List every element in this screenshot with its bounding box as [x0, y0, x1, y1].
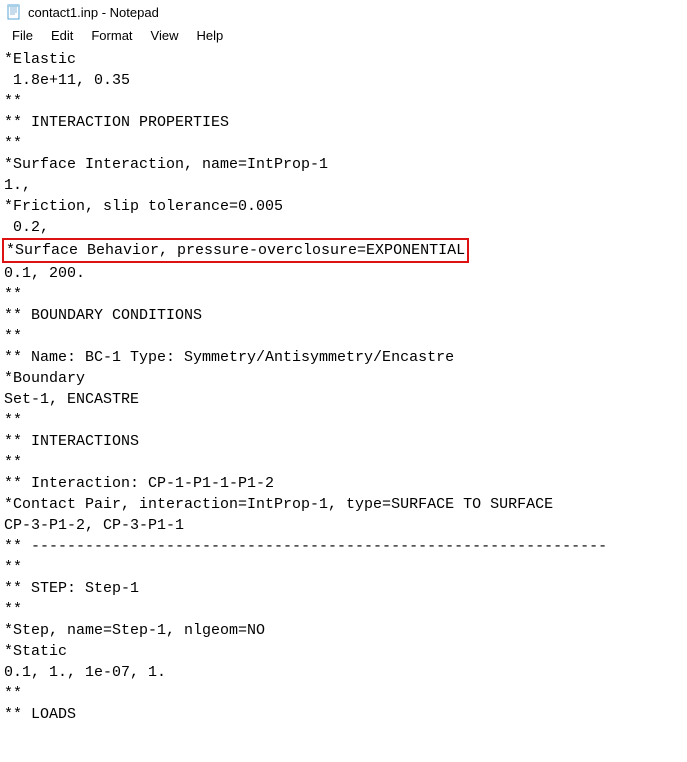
window-title: contact1.inp - Notepad: [28, 5, 159, 20]
text-editor[interactable]: *Elastic 1.8e+11, 0.35**** INTERACTION P…: [0, 47, 687, 727]
editor-line: ** LOADS: [4, 704, 683, 725]
editor-line: **: [4, 599, 683, 620]
editor-line: ** Interaction: CP-1-P1-1-P1-2: [4, 473, 683, 494]
editor-line: 1.8e+11, 0.35: [4, 70, 683, 91]
editor-line: **: [4, 557, 683, 578]
editor-line: ** STEP: Step-1: [4, 578, 683, 599]
editor-line: *Contact Pair, interaction=IntProp-1, ty…: [4, 494, 683, 515]
editor-line: ** INTERACTION PROPERTIES: [4, 112, 683, 133]
editor-line: *Surface Interaction, name=IntProp-1: [4, 154, 683, 175]
editor-line: *Static: [4, 641, 683, 662]
editor-line: CP-3-P1-2, CP-3-P1-1: [4, 515, 683, 536]
menu-format[interactable]: Format: [83, 26, 140, 45]
menubar: File Edit Format View Help: [0, 24, 687, 47]
editor-line: ** INTERACTIONS: [4, 431, 683, 452]
editor-line: *Friction, slip tolerance=0.005: [4, 196, 683, 217]
menu-edit[interactable]: Edit: [43, 26, 81, 45]
editor-line: *Elastic: [4, 49, 683, 70]
editor-line: 0.2,: [4, 217, 683, 238]
editor-line: 1.,: [4, 175, 683, 196]
editor-line: 0.1, 1., 1e-07, 1.: [4, 662, 683, 683]
titlebar: contact1.inp - Notepad: [0, 0, 687, 24]
menu-file[interactable]: File: [4, 26, 41, 45]
editor-line: ** Name: BC-1 Type: Symmetry/Antisymmetr…: [4, 347, 683, 368]
editor-line: *Step, name=Step-1, nlgeom=NO: [4, 620, 683, 641]
editor-line: **: [4, 452, 683, 473]
editor-line: **: [4, 410, 683, 431]
editor-line: ** BOUNDARY CONDITIONS: [4, 305, 683, 326]
editor-line: **: [4, 683, 683, 704]
editor-line: *Surface Behavior, pressure-overclosure=…: [4, 238, 683, 263]
editor-line: **: [4, 133, 683, 154]
menu-help[interactable]: Help: [188, 26, 231, 45]
notepad-icon: [6, 4, 22, 20]
editor-line: **: [4, 284, 683, 305]
editor-line: 0.1, 200.: [4, 263, 683, 284]
highlighted-line: *Surface Behavior, pressure-overclosure=…: [2, 238, 469, 263]
editor-line: *Boundary: [4, 368, 683, 389]
editor-line: **: [4, 326, 683, 347]
editor-line: ** -------------------------------------…: [4, 536, 683, 557]
editor-line: **: [4, 91, 683, 112]
editor-line: Set-1, ENCASTRE: [4, 389, 683, 410]
menu-view[interactable]: View: [143, 26, 187, 45]
